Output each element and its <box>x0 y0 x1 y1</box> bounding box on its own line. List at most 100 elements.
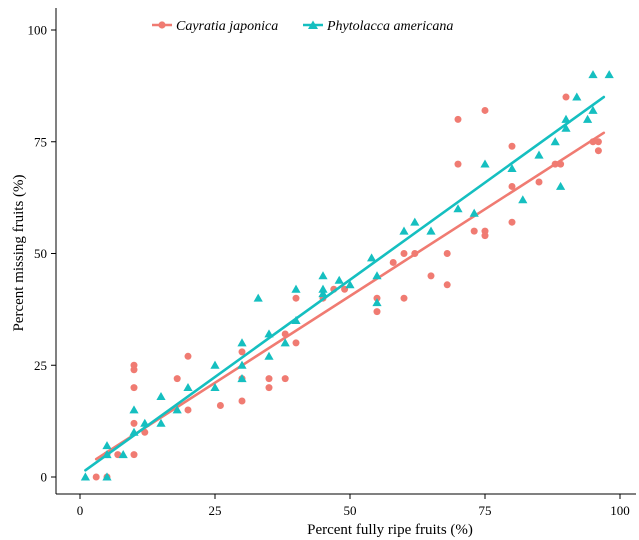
data-point <box>399 226 409 235</box>
data-point <box>507 163 517 173</box>
data-point <box>604 70 614 79</box>
data-point <box>114 451 122 459</box>
data-point <box>550 137 560 146</box>
x-tick-label: 50 <box>344 503 357 518</box>
data-point <box>92 473 100 481</box>
data-point <box>237 374 247 383</box>
data-point <box>594 147 602 155</box>
data-point <box>556 181 566 190</box>
data-point <box>561 123 571 132</box>
y-tick-label: 0 <box>41 470 48 485</box>
y-tick-label: 100 <box>28 23 48 38</box>
data-point <box>318 289 328 298</box>
data-point <box>129 405 139 414</box>
data-point <box>400 294 408 302</box>
data-point <box>184 406 192 414</box>
data-point <box>535 178 543 186</box>
data-point <box>372 298 382 307</box>
data-point <box>237 338 247 347</box>
data-point <box>469 208 479 217</box>
data-point <box>588 105 598 114</box>
y-tick-label: 25 <box>34 358 47 373</box>
data-point <box>183 383 193 392</box>
data-point <box>594 138 602 146</box>
data-point <box>470 227 478 235</box>
trend-line <box>94 131 606 461</box>
data-point <box>118 450 128 459</box>
data-point <box>141 428 149 436</box>
data-point <box>508 218 516 226</box>
data-point <box>588 70 598 79</box>
legend-item-phytolacca: Phytolacca americana <box>303 19 453 34</box>
data-point <box>534 150 544 159</box>
data-point <box>130 451 138 459</box>
data-point <box>265 375 273 383</box>
data-point <box>264 351 274 360</box>
x-axis-title: Percent fully ripe fruits (%) <box>307 522 473 538</box>
data-point <box>318 271 328 280</box>
data-point <box>280 338 290 347</box>
data-point <box>426 226 436 235</box>
data-point <box>210 383 220 392</box>
legend-label-phytolacca: Phytolacca americana <box>326 19 453 34</box>
data-point <box>80 472 90 481</box>
data-point <box>345 280 355 289</box>
data-point <box>508 182 516 190</box>
data-point <box>216 401 224 409</box>
data-point <box>443 281 451 289</box>
plot-area <box>80 70 614 481</box>
data-point <box>583 114 593 123</box>
x-tick-label: 0 <box>77 503 84 518</box>
data-point <box>102 441 112 450</box>
data-point <box>173 375 181 383</box>
data-point <box>453 204 463 213</box>
data-point <box>372 271 382 280</box>
data-point <box>210 360 220 369</box>
data-point <box>508 142 516 150</box>
legend-label-cayratia: Cayratia japonica <box>176 19 278 34</box>
data-point <box>454 160 462 168</box>
data-point <box>561 114 571 123</box>
data-point <box>400 250 408 257</box>
data-point <box>334 275 344 284</box>
data-point <box>572 92 582 101</box>
data-point <box>238 348 246 356</box>
data-point <box>518 195 528 204</box>
y-tick-label: 75 <box>34 134 47 149</box>
data-point <box>373 308 381 316</box>
data-point <box>238 397 246 405</box>
data-point <box>481 106 489 114</box>
data-point <box>184 352 192 360</box>
legend-marker-phytolacca <box>308 20 318 29</box>
series-phytolacca <box>80 70 614 481</box>
data-point <box>102 472 112 481</box>
data-point <box>156 418 166 427</box>
data-point <box>292 339 300 347</box>
legend-item-cayratia: Cayratia japonica <box>152 19 278 34</box>
data-point <box>427 272 435 280</box>
data-point <box>130 384 138 392</box>
y-axis-ticks: 0 25 50 75 100 <box>28 23 56 485</box>
trend-line <box>84 95 606 472</box>
data-point <box>454 115 462 123</box>
data-point <box>389 258 397 266</box>
data-point <box>172 405 182 414</box>
x-axis-ticks: 0 25 50 75 100 <box>77 494 630 518</box>
data-point <box>562 93 570 101</box>
data-point <box>481 227 489 235</box>
data-point <box>318 284 328 293</box>
data-point <box>367 253 377 262</box>
y-axis-title: Percent missing fruits (%) <box>11 174 27 331</box>
data-point <box>237 360 247 369</box>
data-point <box>480 159 490 168</box>
y-tick-label: 50 <box>34 246 47 261</box>
data-point <box>443 250 451 257</box>
data-point <box>265 384 273 392</box>
data-point <box>130 419 138 427</box>
legend-marker-cayratia <box>158 21 166 29</box>
data-point <box>291 284 301 293</box>
data-point <box>281 375 289 383</box>
x-tick-label: 100 <box>610 503 630 518</box>
x-tick-label: 25 <box>209 503 222 518</box>
